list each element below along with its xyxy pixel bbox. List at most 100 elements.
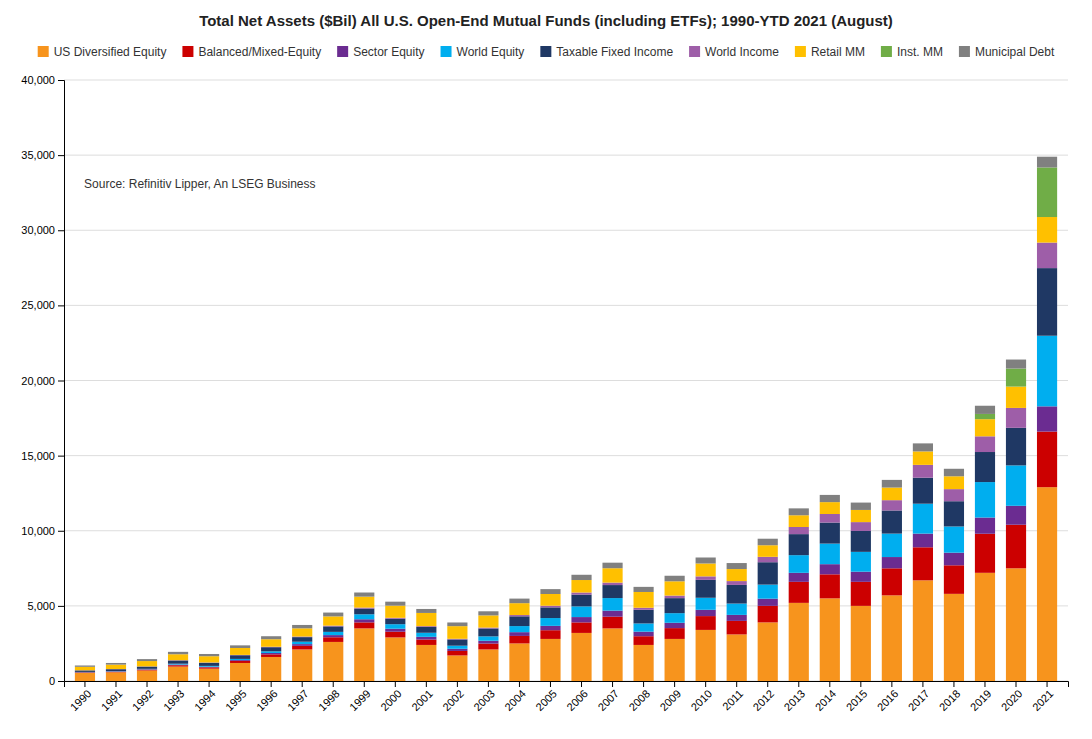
legend: US Diversified EquityBalanced/Mixed-Equi… <box>38 45 1055 59</box>
bar-segment <box>696 557 716 563</box>
y-tick: 10,000 <box>21 525 64 537</box>
bar-segment <box>944 565 964 594</box>
bar-segment <box>789 534 809 555</box>
x-tick-mark <box>798 681 799 687</box>
bar-segment <box>665 598 685 613</box>
x-tick: 2008 <box>626 681 652 713</box>
bar-segment <box>975 452 995 482</box>
bar-segment <box>168 652 188 654</box>
bar-segment <box>727 615 747 621</box>
x-tick-mark <box>1016 681 1017 687</box>
bar-segment <box>882 480 902 488</box>
bar-segment <box>323 635 343 637</box>
bar-segment <box>727 634 747 681</box>
bar-segment <box>478 644 498 650</box>
bar-segment <box>354 597 374 608</box>
bar-segment <box>230 648 250 655</box>
bar-segment <box>727 585 747 604</box>
bar-segment <box>913 534 933 548</box>
x-tick: 2012 <box>750 681 776 713</box>
x-axis-line <box>65 682 1069 688</box>
annotation: Source: Refinitiv Lipper, An LSEG Busine… <box>84 177 315 191</box>
x-tick-label: 2011 <box>720 687 745 712</box>
legend-label: World Income <box>705 45 779 59</box>
bar-segment <box>509 603 529 615</box>
bar-segment <box>137 669 157 671</box>
bar-segment <box>789 573 809 582</box>
y-tick-mark <box>58 606 64 607</box>
x-tick-mark <box>395 681 396 687</box>
y-tick-label: 30,000 <box>21 224 55 236</box>
bar-segment <box>820 544 840 565</box>
x-tick-label: 1997 <box>285 687 311 713</box>
bar-segment <box>913 451 933 464</box>
bar-segment <box>571 575 591 580</box>
bar-segment <box>1006 568 1026 681</box>
bar-segment <box>1006 369 1026 387</box>
bar-segment <box>230 660 250 662</box>
bar-segment <box>75 670 95 672</box>
x-tick-label: 2012 <box>750 687 776 713</box>
legend-swatch <box>38 46 49 57</box>
x-tick-label: 2019 <box>968 687 994 713</box>
bar-segment <box>354 622 374 628</box>
y-tick: 5,000 <box>27 600 64 612</box>
bar-segment <box>634 632 654 637</box>
bar-segment <box>199 654 219 656</box>
y-tick-label: 25,000 <box>21 299 55 311</box>
bar-segment <box>975 482 995 517</box>
x-tick: 1997 <box>285 681 311 713</box>
bar-segment <box>447 626 467 639</box>
bar-segment <box>137 659 157 661</box>
x-tick-mark <box>643 681 644 687</box>
bar-segment <box>696 576 716 580</box>
bar-segment <box>975 534 995 573</box>
x-tick: 1992 <box>130 681 156 713</box>
bar-segment <box>913 547 933 580</box>
bar-segment <box>851 582 871 606</box>
x-tick-label: 2001 <box>409 687 435 713</box>
x-tick-mark <box>426 681 427 687</box>
y-tick-mark <box>58 155 64 156</box>
y-tick-label: 15,000 <box>21 450 55 462</box>
bar-segment <box>944 476 964 489</box>
bar-segment <box>851 606 871 681</box>
series <box>75 336 1057 672</box>
x-tick-label: 2009 <box>657 687 683 713</box>
bar-segment <box>944 526 964 552</box>
series <box>975 167 1057 419</box>
x-tick: 2009 <box>657 681 683 713</box>
x-tick-mark <box>271 681 272 687</box>
bar-segment <box>168 665 188 666</box>
y-tick-mark <box>58 80 64 81</box>
x-tick-label: 2007 <box>595 687 621 713</box>
bar-segment <box>323 613 343 617</box>
bar-segment <box>571 606 591 617</box>
bar-segment <box>168 667 188 681</box>
bar-segment <box>447 639 467 645</box>
grid-line <box>64 305 1068 306</box>
bar-segment <box>634 592 654 608</box>
x-tick: 2005 <box>533 681 559 713</box>
bar-segment <box>1006 506 1026 525</box>
legend-label: US Diversified Equity <box>54 45 167 59</box>
legend-label: Inst. MM <box>897 45 943 59</box>
bar-segment <box>261 636 281 639</box>
bar-segment <box>665 623 685 628</box>
bar-segment <box>665 628 685 639</box>
bar-segment <box>851 522 871 531</box>
bar-segment <box>696 598 716 610</box>
bar-segment <box>75 673 95 681</box>
y-tick-label: 10,000 <box>21 525 55 537</box>
x-tick: 2007 <box>595 681 621 713</box>
x-tick: 1998 <box>316 681 342 713</box>
x-tick: 2001 <box>409 681 435 713</box>
bar-segment <box>882 510 902 533</box>
x-tick-label: 2021 <box>1030 687 1056 713</box>
bar-segment <box>447 646 467 649</box>
x-tick-mark <box>891 681 892 687</box>
bar-segment <box>540 626 560 630</box>
bar-segment <box>820 598 840 681</box>
x-tick: 2019 <box>968 681 994 713</box>
bar-segment <box>509 626 529 632</box>
